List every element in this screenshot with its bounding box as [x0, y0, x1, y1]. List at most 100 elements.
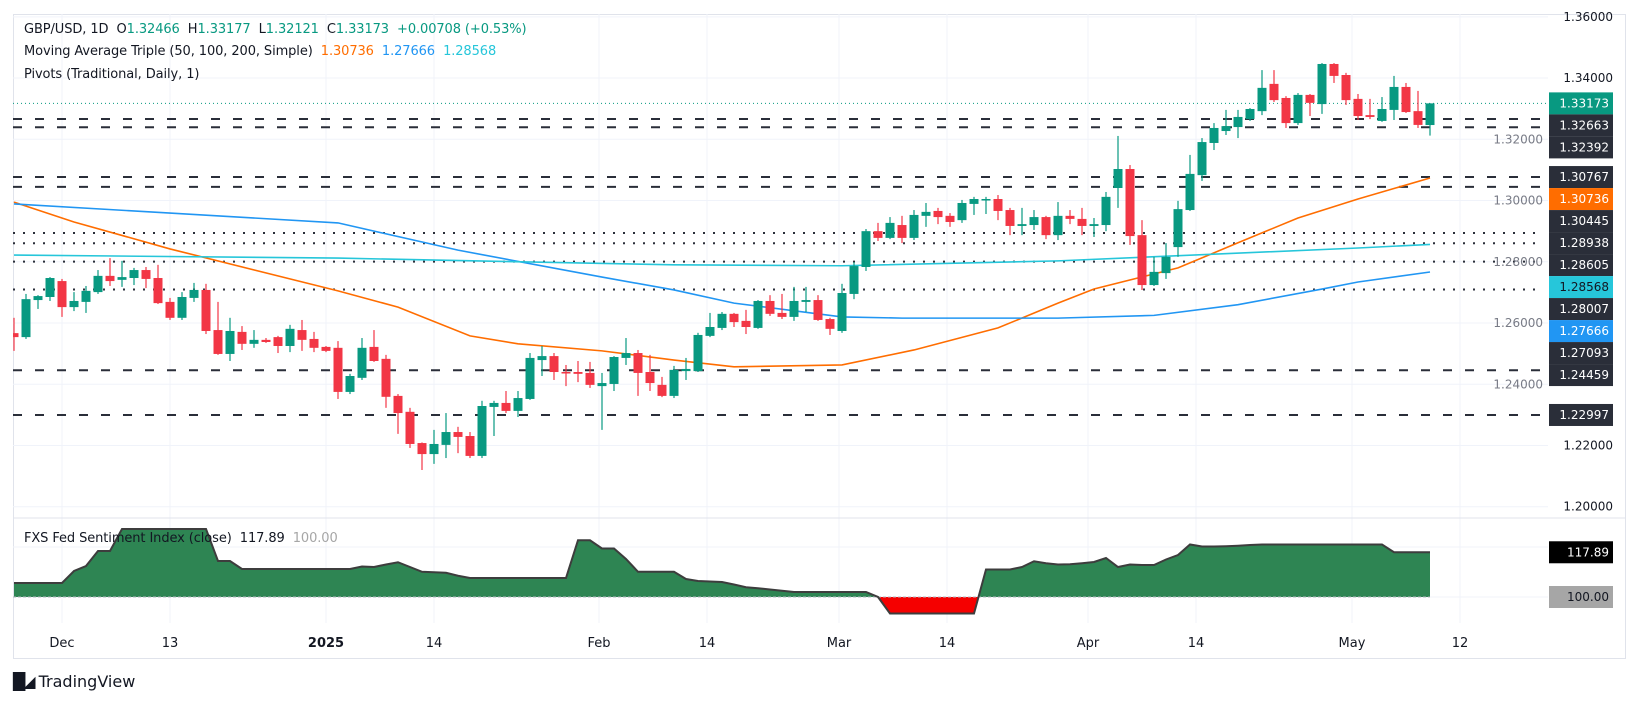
ma-legend[interactable]: Moving Average Triple (50, 100, 200, Sim…	[24, 44, 496, 59]
candle[interactable]	[1389, 75, 1399, 121]
candle[interactable]	[561, 364, 571, 387]
candle[interactable]	[465, 432, 475, 459]
candle[interactable]	[1365, 98, 1375, 120]
candle[interactable]	[1017, 207, 1027, 236]
candle[interactable]	[993, 195, 1003, 221]
candle[interactable]	[537, 345, 547, 376]
candle[interactable]	[1401, 82, 1411, 113]
candle[interactable]	[1245, 108, 1255, 121]
candle[interactable]	[693, 332, 703, 373]
candle[interactable]	[33, 295, 43, 309]
candle[interactable]	[261, 338, 271, 343]
candle[interactable]	[429, 429, 439, 464]
candle[interactable]	[1269, 70, 1279, 102]
candle[interactable]	[45, 277, 55, 301]
candle[interactable]	[741, 309, 751, 335]
candle[interactable]	[1149, 256, 1159, 286]
candle[interactable]	[501, 390, 511, 414]
candle[interactable]	[1317, 63, 1327, 114]
candle[interactable]	[777, 293, 787, 320]
candle[interactable]	[825, 317, 835, 335]
candle[interactable]	[1065, 210, 1075, 225]
candle[interactable]	[933, 207, 943, 225]
tradingview-brand[interactable]: █◢ TradingView	[13, 672, 135, 691]
candle[interactable]	[897, 215, 907, 244]
candle[interactable]	[609, 356, 619, 391]
candle[interactable]	[1125, 165, 1135, 245]
candle[interactable]	[1089, 217, 1099, 237]
candle[interactable]	[1185, 154, 1195, 211]
candle[interactable]	[945, 213, 955, 227]
candle[interactable]	[1173, 200, 1183, 257]
candle[interactable]	[957, 199, 967, 223]
candle[interactable]	[801, 286, 811, 312]
candle[interactable]	[381, 354, 391, 408]
price-axis[interactable]: 1.20000 1.22000 1.24000 1.26000 1.28000 1.300…	[1493, 10, 1613, 608]
candle[interactable]	[981, 196, 991, 215]
candle[interactable]	[1113, 135, 1123, 208]
candle[interactable]	[1281, 96, 1291, 128]
candle[interactable]	[513, 390, 523, 418]
candle[interactable]	[861, 229, 871, 271]
candle[interactable]	[1257, 70, 1267, 116]
candle[interactable]	[129, 267, 139, 286]
candle[interactable]	[681, 357, 691, 380]
candle[interactable]	[405, 407, 415, 448]
candle[interactable]	[1233, 109, 1243, 139]
candle[interactable]	[1197, 138, 1207, 181]
candle[interactable]	[1041, 215, 1051, 240]
candle[interactable]	[477, 400, 487, 459]
candle[interactable]	[213, 301, 223, 355]
candle[interactable]	[969, 196, 979, 215]
candle[interactable]	[621, 338, 631, 365]
candle[interactable]	[417, 442, 427, 470]
candle[interactable]	[153, 264, 163, 305]
candle[interactable]	[573, 360, 583, 383]
candle[interactable]	[141, 266, 151, 289]
candle[interactable]	[165, 297, 175, 320]
candle[interactable]	[10, 317, 19, 351]
candle[interactable]	[1077, 207, 1087, 236]
sentiment-legend[interactable]: FXS Fed Sentiment Index (close) 117.89 1…	[24, 531, 338, 546]
candle[interactable]	[669, 365, 679, 399]
candle[interactable]	[1329, 63, 1339, 83]
candle[interactable]	[105, 258, 115, 286]
time-axis[interactable]: Dec 13 2025 14 Feb 14 Mar 14 Apr 14 May 12	[49, 636, 1468, 651]
candle[interactable]	[1101, 191, 1111, 232]
candle[interactable]	[765, 295, 775, 316]
candle[interactable]	[309, 331, 319, 353]
candle[interactable]	[453, 426, 463, 454]
candle[interactable]	[249, 330, 259, 348]
candle[interactable]	[81, 285, 91, 313]
candle[interactable]	[921, 202, 931, 227]
candle[interactable]	[225, 317, 235, 361]
candle[interactable]	[201, 283, 211, 335]
candle[interactable]	[885, 217, 895, 240]
candle[interactable]	[297, 319, 307, 351]
candle[interactable]	[585, 361, 595, 388]
candle[interactable]	[189, 282, 199, 302]
candle[interactable]	[597, 372, 607, 430]
candle[interactable]	[789, 286, 799, 321]
candle[interactable]	[489, 400, 499, 437]
candle[interactable]	[57, 278, 67, 317]
candle[interactable]	[1005, 207, 1015, 236]
candle[interactable]	[441, 413, 451, 459]
candle[interactable]	[1221, 109, 1231, 136]
candle[interactable]	[873, 222, 883, 241]
candle[interactable]	[273, 335, 283, 354]
candle[interactable]	[1353, 93, 1363, 121]
candle[interactable]	[525, 353, 535, 400]
candle[interactable]	[705, 312, 715, 338]
pivots-legend[interactable]: Pivots (Traditional, Daily, 1)	[24, 67, 199, 82]
candle[interactable]	[369, 330, 379, 362]
candle[interactable]	[1341, 72, 1351, 106]
candle[interactable]	[729, 312, 739, 328]
candle[interactable]	[849, 262, 859, 300]
candle[interactable]	[717, 311, 727, 331]
candle[interactable]	[753, 300, 763, 329]
candle[interactable]	[393, 394, 403, 434]
candle[interactable]	[1161, 243, 1171, 279]
candle[interactable]	[549, 353, 559, 380]
